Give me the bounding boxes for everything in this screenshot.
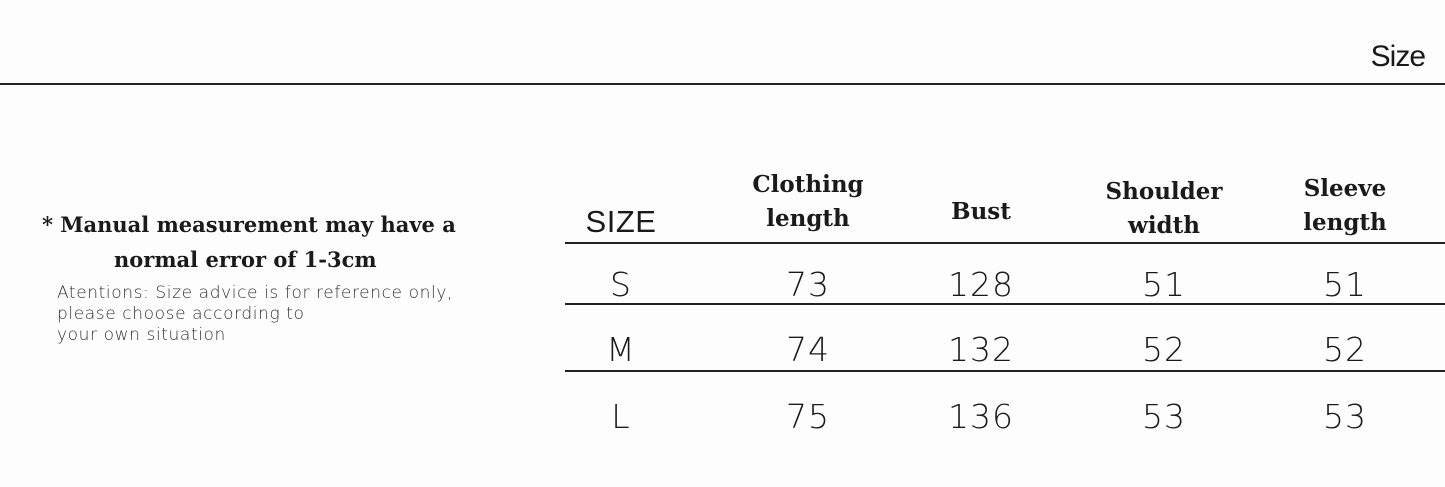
- table-cell: 52: [1323, 330, 1367, 369]
- table-cell: 132: [948, 330, 1014, 369]
- column-header: SIZE: [585, 204, 657, 239]
- size-label: L: [611, 397, 631, 436]
- size-label: S: [610, 265, 632, 304]
- attention-note: Atentions: Size advice is for reference …: [57, 283, 453, 345]
- column-header: Bust: [951, 198, 1011, 225]
- size-label: M: [606, 330, 636, 369]
- measurement-note-line1: * Manual measurement may have a: [42, 212, 456, 237]
- table-cell: 52: [1142, 330, 1186, 369]
- page-title: Size: [1370, 40, 1426, 73]
- measurement-note-line2: normal error of 1-3cm: [114, 247, 377, 272]
- header-divider: [0, 83, 1445, 85]
- table-divider: [565, 370, 1445, 372]
- column-header: Clothing length: [752, 171, 864, 232]
- table-cell: 136: [948, 397, 1014, 436]
- table-cell: 74: [786, 330, 830, 369]
- table-cell: 51: [1323, 265, 1367, 304]
- table-cell: 75: [786, 397, 830, 436]
- table-divider: [565, 303, 1445, 305]
- table-cell: 53: [1142, 397, 1186, 436]
- table-cell: 128: [948, 265, 1014, 304]
- column-header: Shoulder width: [1105, 178, 1223, 239]
- column-header: Sleeve length: [1303, 175, 1387, 236]
- table-divider: [565, 242, 1445, 244]
- table-cell: 53: [1323, 397, 1367, 436]
- table-cell: 73: [786, 265, 830, 304]
- table-cell: 51: [1142, 265, 1186, 304]
